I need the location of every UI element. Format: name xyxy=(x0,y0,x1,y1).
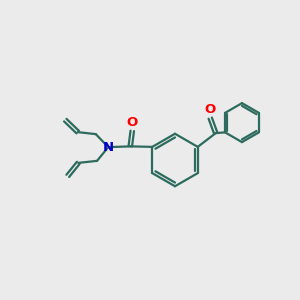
Text: O: O xyxy=(204,103,215,116)
Text: N: N xyxy=(103,141,114,154)
Text: O: O xyxy=(127,116,138,129)
